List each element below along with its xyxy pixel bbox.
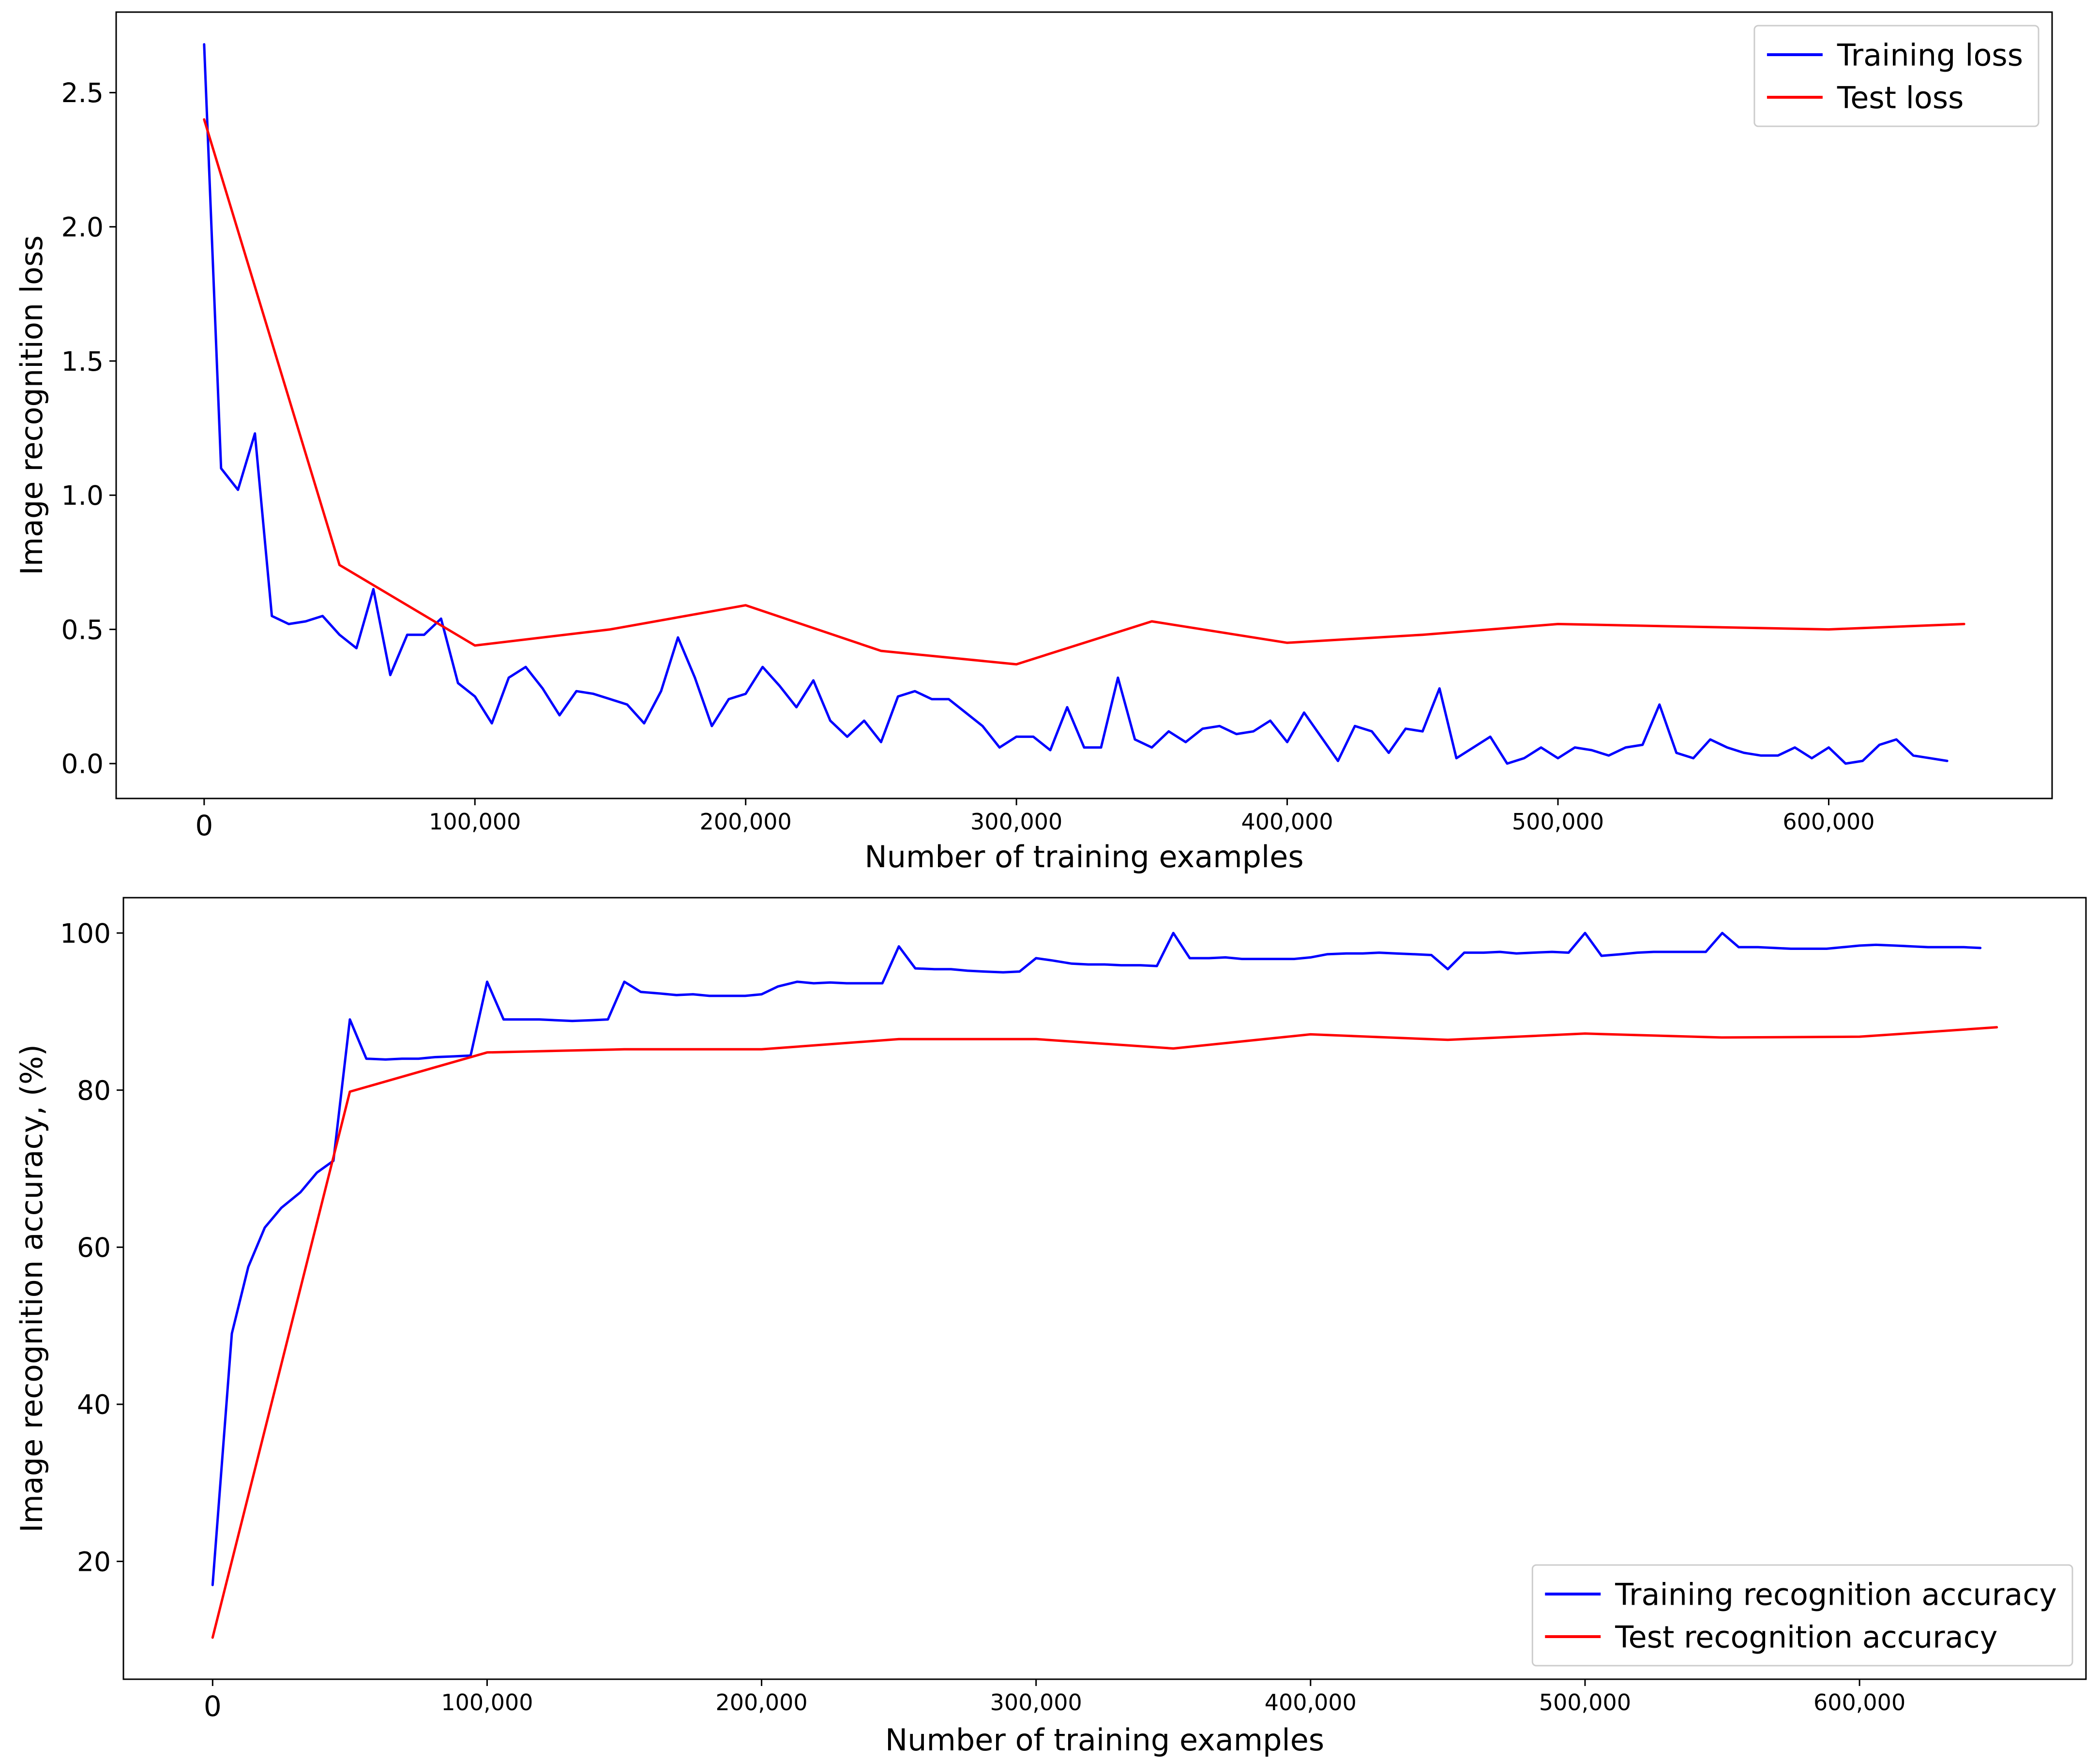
y-tick-label-40: 40 bbox=[77, 1389, 111, 1420]
loss-x-axis-title: Number of training examples bbox=[864, 839, 1303, 874]
y-tick-label-20: 20 bbox=[77, 1546, 111, 1577]
accuracy-legend: Training recognition accuracy Test recog… bbox=[1531, 1564, 2073, 1667]
loss-y-ticks: 0.0 0.5 1.0 1.5 2.0 2.5 bbox=[61, 77, 116, 780]
loss-plot-frame bbox=[115, 11, 2053, 799]
x-tick-label-200-000: 200,000 bbox=[715, 1689, 807, 1716]
y-tick-label-1-0: 1.0 bbox=[61, 480, 104, 511]
legend-label-test-accuracy: Test recognition accuracy bbox=[1615, 1619, 1997, 1655]
y-tick-label-2-5: 2.5 bbox=[61, 77, 104, 108]
y-tick-label-80: 80 bbox=[77, 1075, 111, 1106]
accuracy-x-axis-title: Number of training examples bbox=[885, 1722, 1324, 1758]
series-line-test-loss bbox=[203, 118, 1965, 666]
y-tick-label-2-0: 2.0 bbox=[61, 211, 104, 242]
y-tick-label-60: 60 bbox=[77, 1232, 111, 1263]
x-tick-label-300-000: 300,000 bbox=[970, 809, 1062, 835]
x-tick-label-300-000: 300,000 bbox=[990, 1689, 1082, 1716]
loss-series-lines bbox=[203, 43, 1965, 765]
y-tick-label-100: 100 bbox=[60, 918, 111, 949]
legend-label-training-loss: Training loss bbox=[1837, 37, 2023, 73]
accuracy-legend-box bbox=[1531, 1564, 2073, 1667]
legend-label-test-loss: Test loss bbox=[1837, 80, 1964, 115]
accuracy-y-axis-title: Image recognition accuracy, (%) bbox=[14, 1044, 49, 1533]
accuracy-plot-frame bbox=[122, 897, 2087, 1680]
series-line-training-loss bbox=[203, 43, 1949, 765]
x-tick-label-100-000: 100,000 bbox=[441, 1689, 533, 1716]
x-tick-label-400-000: 400,000 bbox=[1241, 809, 1333, 835]
x-tick-label-400-000: 400,000 bbox=[1265, 1689, 1357, 1716]
y-tick-label-0-5: 0.5 bbox=[61, 614, 104, 645]
x-tick-label-200-000: 200,000 bbox=[700, 809, 792, 835]
x-tick-label-600-000: 600,000 bbox=[1813, 1689, 1905, 1716]
accuracy-series-lines bbox=[211, 932, 1998, 1639]
loss-chart: 0 100,000 200,000 300,000 400,000 500,000 600,… bbox=[14, 11, 2053, 874]
loss-legend: Training loss Test loss bbox=[1753, 25, 2040, 127]
series-line-test-recognition-accuracy bbox=[211, 1026, 1998, 1639]
series-line-training-recognition-accuracy bbox=[211, 932, 1982, 1586]
loss-legend-box bbox=[1753, 25, 2040, 127]
x-tick-label-600-000: 600,000 bbox=[1783, 809, 1874, 835]
loss-x-ticks: 0 100,000 200,000 300,000 400,000 500,000 600,… bbox=[195, 798, 1875, 842]
x-tick-label-0: 0 bbox=[195, 809, 213, 842]
legend-label-training-accuracy: Training recognition accuracy bbox=[1615, 1577, 2057, 1612]
x-tick-label-500-000: 500,000 bbox=[1512, 809, 1604, 835]
loss-y-axis-title: Image recognition loss bbox=[14, 235, 49, 575]
accuracy-chart: 0 100,000 200,000 300,000 400,000 500,000 600,… bbox=[14, 897, 2087, 1758]
y-tick-label-1-5: 1.5 bbox=[61, 346, 104, 377]
y-tick-label-0-0: 0.0 bbox=[61, 749, 104, 780]
x-tick-label-0: 0 bbox=[204, 1690, 222, 1723]
accuracy-y-ticks: 20 40 60 80 100 bbox=[60, 918, 123, 1577]
x-tick-label-100-000: 100,000 bbox=[429, 809, 521, 835]
x-tick-label-500-000: 500,000 bbox=[1539, 1689, 1631, 1716]
accuracy-x-ticks: 0 100,000 200,000 300,000 400,000 500,000 600,… bbox=[204, 1679, 1905, 1723]
